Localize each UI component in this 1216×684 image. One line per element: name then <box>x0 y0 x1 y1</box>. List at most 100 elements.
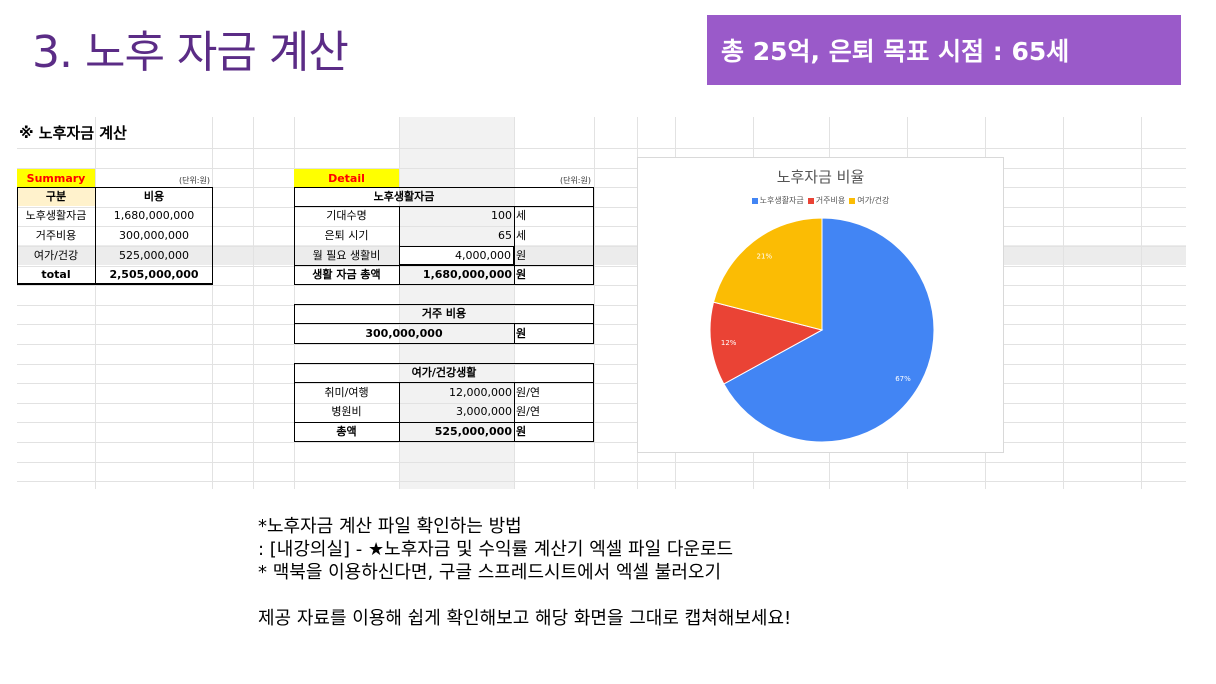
pie-slice-3[interactable] <box>712 217 823 331</box>
selected-column-shade <box>399 117 514 489</box>
living-total-unit: 원 <box>516 268 527 281</box>
housing-header: 거주 비용 <box>421 307 467 320</box>
sheet-heading: ※ 노후자금 계산 <box>19 124 127 142</box>
summary-header-cost: 비용 <box>143 190 165 203</box>
summary-unit: (단위:원) <box>178 176 210 185</box>
grid-column-line <box>212 117 213 489</box>
living-divider <box>399 206 400 284</box>
leisure-row-name[interactable]: 취미/여행 <box>324 386 369 399</box>
leisure-row-value[interactable]: 3,000,000 <box>456 405 512 418</box>
leisure-table-border <box>294 363 594 442</box>
living-header: 노후생활자금 <box>373 190 435 203</box>
note-line: 제공 자료를 이용해 쉽게 확인해보고 해당 화면을 그대로 캡쳐해보세요! <box>258 608 792 629</box>
grid-column-line <box>1141 117 1142 489</box>
instructions: *노후자금 계산 파일 확인하는 방법 : [내강의실] - ★노후자금 및 수… <box>258 515 791 630</box>
chart-legend: 노후생활자금 거주비용 여가/건강 <box>638 195 1003 206</box>
summary-total-value[interactable]: 2,505,000,000 <box>109 268 199 281</box>
leisure-header-line <box>294 382 594 383</box>
leisure-row-name[interactable]: 병원비 <box>331 405 362 418</box>
leisure-header: 여가/건강생활 <box>411 366 477 379</box>
living-row-unit: 세 <box>516 209 527 222</box>
note-line: * 맥북을 이용하신다면, 구글 스프레드시트에서 엑셀 불러오기 <box>258 562 722 583</box>
legend-label: 여가/건강 <box>857 196 890 205</box>
grid-row-line <box>17 305 1186 306</box>
slide-title: 3. 노후 자금 계산 <box>32 27 349 78</box>
living-row-name[interactable]: 월 필요 생활비 <box>312 249 381 262</box>
legend-swatch <box>807 197 814 204</box>
detail-label: Detail <box>294 169 399 188</box>
housing-unit: 원 <box>516 327 527 340</box>
pie-slice-2[interactable] <box>709 301 824 385</box>
living-header-line <box>294 206 594 207</box>
pie-label-1: 67% <box>895 375 911 383</box>
grid-row-line <box>17 324 1186 325</box>
living-row-value[interactable]: 100 <box>491 209 512 222</box>
pie-chart[interactable]: 노후자금 비율 노후생활자금 거주비용 여가/건강 67% 12% 21% <box>637 157 1004 453</box>
summary-divider <box>95 187 96 284</box>
living-total-line <box>294 265 594 266</box>
living-total-value[interactable]: 1,680,000,000 <box>422 268 512 281</box>
legend-label: 노후생활자금 <box>759 196 804 205</box>
legend-label: 거주비용 <box>815 196 846 205</box>
grid-row-line <box>17 442 1186 443</box>
living-row-unit: 원 <box>516 249 527 262</box>
grid-row-line <box>17 383 1186 384</box>
legend-swatch <box>849 197 856 204</box>
summary-row-name[interactable]: 노후생활자금 <box>25 209 87 222</box>
leisure-total-line <box>294 422 594 423</box>
summary-row-value[interactable]: 1,680,000,000 <box>113 209 195 222</box>
living-row-value[interactable]: 65 <box>498 229 512 242</box>
grid-column-line <box>294 117 295 489</box>
summary-row-name[interactable]: 거주비용 <box>35 229 77 242</box>
spreadsheet[interactable]: ※ 노후자금 계산 Summary (단위:원) 구분 비용 노후생활자금 1,… <box>17 117 1186 489</box>
pie-svg: 67% 12% 21% <box>709 217 935 443</box>
grid-row-line <box>17 148 1186 149</box>
leisure-divider <box>514 382 515 441</box>
legend-item: 여가/건강 <box>849 195 889 206</box>
note-line: *노후자금 계산 파일 확인하는 방법 <box>258 516 522 537</box>
pie-slice-1[interactable] <box>723 217 935 443</box>
living-row-unit: 세 <box>516 229 527 242</box>
grid-row-line <box>17 403 1186 404</box>
summary-total-label[interactable]: total <box>41 268 71 281</box>
active-cell[interactable]: 4,000,000 <box>399 246 514 265</box>
note-line: : [내강의실] - ★노후자금 및 수익률 계산기 엑셀 파일 다운로드 <box>258 539 734 560</box>
grid-row-line <box>17 226 1186 227</box>
living-total-label[interactable]: 생활 자금 총액 <box>312 268 381 281</box>
summary-table-border <box>17 187 213 285</box>
grid-column-line <box>253 117 254 489</box>
grid-row-line <box>17 285 1186 286</box>
grid-column-line <box>95 117 96 489</box>
detail-unit: (단위:원) <box>559 176 591 185</box>
leisure-total-label[interactable]: 총액 <box>336 425 357 438</box>
housing-table-border <box>294 304 594 344</box>
grid-row-line <box>17 187 1186 188</box>
living-row-name[interactable]: 기대수명 <box>326 209 367 222</box>
legend-swatch <box>751 197 758 204</box>
grid-row-line <box>17 422 1186 423</box>
grid-column-line <box>514 117 515 489</box>
summary-row-value[interactable]: 525,000,000 <box>119 249 189 262</box>
grid-row-line <box>17 462 1186 463</box>
pie-label-3: 21% <box>757 253 773 261</box>
leisure-row-value[interactable]: 12,000,000 <box>449 386 512 399</box>
grid-row-line <box>17 246 1186 247</box>
grid-row-line <box>17 168 1186 169</box>
note-spacer <box>258 584 791 607</box>
leisure-total-value[interactable]: 525,000,000 <box>434 425 512 438</box>
legend-item: 거주비용 <box>807 195 846 206</box>
summary-row-name[interactable]: 여가/건강 <box>33 249 79 262</box>
living-table-border <box>294 187 594 285</box>
grid-column-line <box>399 117 400 489</box>
living-row-name[interactable]: 은퇴 시기 <box>324 229 369 242</box>
grid-row-line <box>17 481 1186 482</box>
grid-row-line <box>17 344 1186 345</box>
target-badge: 총 25억, 은퇴 목표 시점 : 65세 <box>707 15 1181 85</box>
grid-row-line <box>17 266 1186 267</box>
legend-item: 노후생활자금 <box>751 195 804 206</box>
housing-value[interactable]: 300,000,000 <box>365 327 443 340</box>
leisure-row-unit: 원/연 <box>516 405 540 418</box>
summary-row-value[interactable]: 300,000,000 <box>119 229 189 242</box>
housing-divider <box>514 323 515 343</box>
pie-label-2: 12% <box>721 339 737 347</box>
